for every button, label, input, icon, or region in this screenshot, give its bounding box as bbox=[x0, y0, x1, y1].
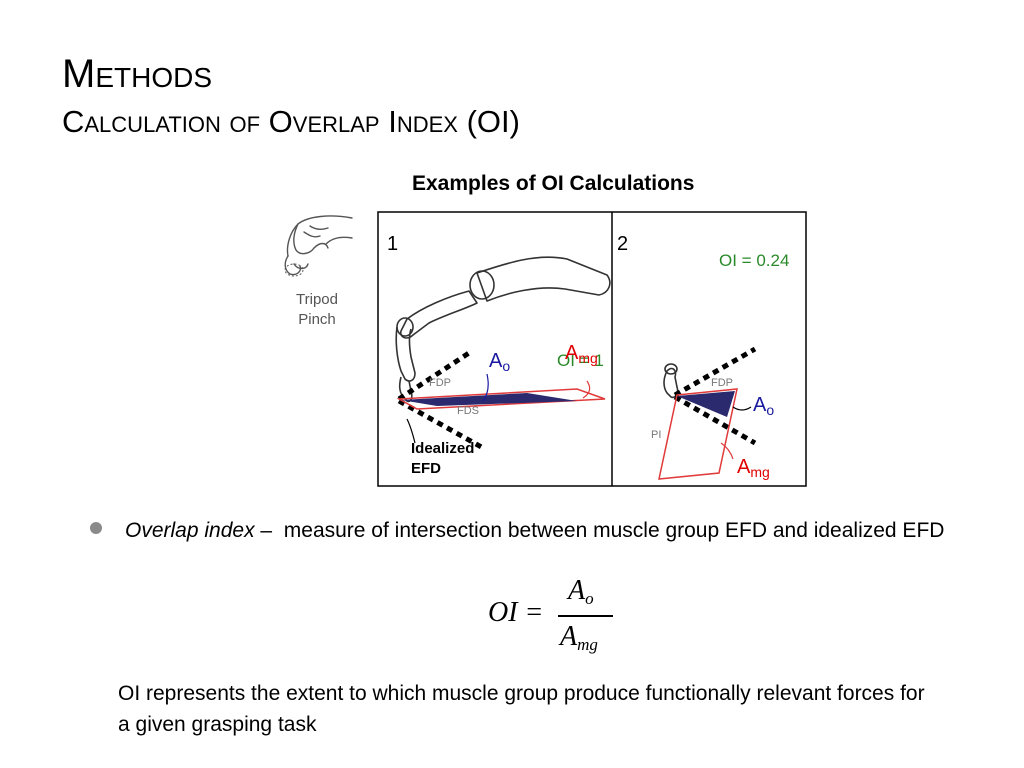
panel-1-number: 1 bbox=[387, 233, 399, 255]
panel-2-amg-label: Amg bbox=[737, 457, 770, 479]
grasp-label-line1: Tripod bbox=[296, 291, 338, 308]
panel-2-ao-sub: o bbox=[766, 402, 775, 418]
grasp-label-line2: Pinch bbox=[298, 311, 336, 328]
panel-2-ao-main: A bbox=[753, 394, 767, 416]
panel-1-ao-main: A bbox=[489, 350, 503, 372]
panel-1-amg-sub: mg bbox=[578, 350, 598, 366]
numerator-main: A bbox=[568, 575, 586, 606]
muscle-efd-region-2 bbox=[658, 388, 738, 480]
formula-denominator: Amg bbox=[560, 621, 598, 655]
formula-numerator: Ao bbox=[568, 575, 594, 609]
fraction-bar bbox=[558, 615, 613, 617]
panel-1-muscle-fds: FDS bbox=[457, 405, 479, 417]
panel-2-amg-sub: mg bbox=[750, 464, 770, 480]
figure-drawing bbox=[377, 211, 807, 487]
denominator-main: A bbox=[560, 621, 578, 652]
overlap-region-1 bbox=[401, 393, 577, 406]
efd-connector-1 bbox=[406, 418, 416, 444]
efd-label-line2: EFD bbox=[411, 460, 441, 477]
definition-dash: – bbox=[254, 519, 284, 542]
panel-2-muscle-fdp: FDP bbox=[711, 377, 733, 389]
panel-2-number: 2 bbox=[617, 233, 629, 255]
oi-examples-figure: 1 2 Ao OI = 1 Amg FDP FDS Idealized EFD … bbox=[377, 211, 807, 487]
grasp-label: Tripod Pinch bbox=[287, 290, 347, 330]
oi-formula: OI = Ao Amg bbox=[488, 575, 628, 665]
panel-1-muscle-fdp: FDP bbox=[429, 377, 451, 389]
bullet-dot bbox=[90, 522, 102, 534]
panel-2-muscle-pi: PI bbox=[651, 429, 662, 441]
muscle-efd-region-1 bbox=[396, 388, 606, 410]
denominator-sub: mg bbox=[577, 635, 598, 654]
panel-1-amg-main: A bbox=[565, 342, 579, 364]
slide-subtitle: Calculation of Overlap Index (OI) bbox=[62, 104, 520, 139]
finger-skeleton-1 bbox=[395, 256, 611, 403]
panel-2-oi-value: OI = 0.24 bbox=[719, 251, 790, 270]
panel-2-ao-label: Ao bbox=[753, 395, 774, 417]
idealized-efd-lines-1 bbox=[397, 348, 487, 452]
amg-connector-1 bbox=[582, 380, 591, 399]
overlap-region-2 bbox=[677, 391, 735, 417]
ao-connector-2 bbox=[732, 406, 752, 411]
panel-1-ao-sub: o bbox=[502, 358, 511, 374]
idealized-efd-lines-2 bbox=[673, 346, 757, 446]
efd-label-line1: Idealized bbox=[411, 440, 475, 457]
numerator-sub: o bbox=[585, 589, 594, 608]
formula-lhs: OI = bbox=[488, 597, 544, 628]
ao-connector-1 bbox=[482, 373, 489, 402]
amg-connector-2 bbox=[720, 442, 734, 460]
tripod-pinch-hand-icon bbox=[284, 215, 353, 277]
idealized-efd-label: Idealized EFD bbox=[411, 439, 474, 479]
figure-title: Examples of OI Calculations bbox=[412, 172, 695, 195]
definition-text: measure of intersection between muscle g… bbox=[283, 519, 945, 542]
panel-1-ao-label: Ao bbox=[489, 351, 510, 373]
oi-explanation: OI represents the extent to which muscle… bbox=[118, 682, 925, 736]
figure-frame bbox=[377, 211, 807, 487]
panel-1-amg-label: Amg bbox=[565, 343, 598, 365]
panel-1-oi-value: OI = 1 bbox=[557, 351, 604, 370]
definition-term: Overlap index bbox=[125, 519, 255, 542]
panel-2-amg-main: A bbox=[737, 456, 751, 478]
overlap-index-definition: Overlap index – measure of intersection … bbox=[125, 515, 985, 546]
slide-title: Methods bbox=[62, 52, 212, 96]
